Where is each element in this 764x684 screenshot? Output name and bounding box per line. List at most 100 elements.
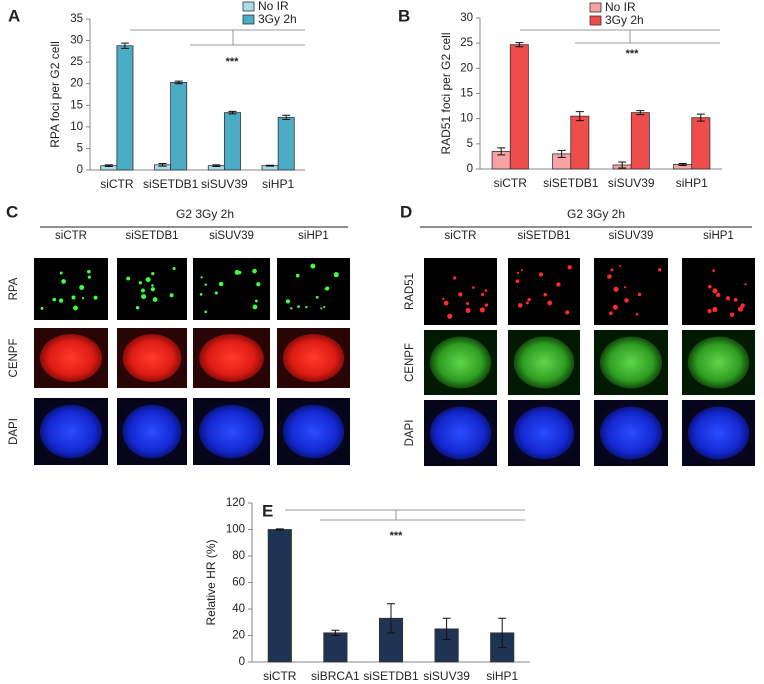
focus	[151, 271, 155, 276]
error-bar	[331, 629, 340, 636]
error-bar	[120, 42, 129, 49]
y-tick-label: 0	[77, 164, 83, 176]
x-tick-label: siHP1	[486, 669, 518, 683]
legend-swatch	[242, 14, 255, 25]
panel-letter: D	[400, 202, 412, 221]
focus	[635, 312, 639, 316]
y-tick-label: 25	[460, 37, 473, 49]
y-axis-label: Relative HR (%)	[204, 539, 218, 625]
focus	[556, 282, 561, 287]
nucleus	[599, 406, 663, 460]
legend-swatch	[242, 1, 255, 12]
error-bar	[442, 617, 451, 640]
nucleus	[122, 404, 182, 459]
nucleus	[282, 334, 345, 382]
column-label: siSUV39	[209, 230, 254, 242]
focus	[333, 272, 339, 278]
focus	[565, 310, 570, 315]
y-tick-label: 15	[460, 88, 473, 100]
focus	[172, 266, 176, 271]
error-bar	[266, 164, 275, 167]
focus	[527, 297, 531, 302]
focus	[204, 310, 208, 314]
focus	[58, 298, 64, 303]
nucleus	[39, 334, 103, 382]
focus	[657, 268, 662, 272]
focus	[295, 273, 300, 278]
focus	[479, 307, 485, 313]
x-tick-label: siHP1	[262, 177, 294, 191]
panel-title: G2 3Gy 2h	[567, 207, 625, 221]
focus	[138, 281, 142, 285]
y-axis-label: RAD51 foci per G2 cell	[439, 32, 453, 154]
focus	[712, 307, 718, 313]
focus	[465, 308, 471, 313]
x-tick-label: siSETDB1	[143, 177, 199, 191]
focus	[297, 305, 300, 308]
focus	[323, 306, 326, 309]
error-bar	[275, 528, 284, 531]
y-tick-label: 20	[70, 78, 83, 90]
x-tick-label: siSETDB1	[363, 669, 419, 683]
bar	[691, 117, 711, 170]
focus	[543, 292, 548, 297]
focus	[73, 305, 78, 311]
focus	[707, 308, 712, 314]
bar	[223, 112, 241, 171]
focus	[315, 295, 319, 299]
y-tick-label: 0	[239, 656, 245, 668]
row-label: CENPF	[8, 339, 20, 378]
y-tick-label: 60	[232, 577, 245, 589]
focus	[126, 276, 131, 281]
focus	[135, 305, 140, 310]
focus	[71, 295, 76, 300]
focus	[324, 287, 327, 290]
x-tick-label: siSUV39	[423, 669, 470, 683]
image-tile	[682, 258, 755, 325]
focus	[252, 268, 257, 274]
focus	[610, 268, 614, 272]
significance-label: ***	[626, 48, 640, 60]
focus	[458, 292, 463, 297]
y-tick-label: 10	[460, 113, 473, 125]
y-tick-label: 25	[70, 56, 83, 68]
legend-label: No IR	[605, 0, 636, 14]
panel-letter: A	[8, 6, 20, 25]
x-tick-label: siSUV39	[201, 177, 248, 191]
error-bar	[498, 617, 507, 648]
focus	[538, 272, 544, 277]
focus	[623, 286, 627, 289]
x-tick-label: siCTR	[100, 177, 134, 191]
nucleus	[199, 334, 264, 382]
bar	[509, 44, 529, 170]
focus	[708, 284, 712, 289]
focus	[204, 283, 207, 286]
significance-label: ***	[390, 530, 404, 542]
panel-letter: C	[6, 202, 18, 221]
error-bar	[282, 114, 291, 121]
image-tile	[424, 258, 497, 325]
focus	[484, 289, 488, 292]
legend-label: 3Gy 2h	[605, 13, 644, 27]
focus	[453, 276, 457, 280]
focus	[712, 269, 715, 273]
focus	[285, 299, 291, 304]
focus	[40, 306, 44, 310]
y-axis-label: RPA foci per G2 cell	[48, 41, 62, 148]
error-bar	[212, 164, 221, 168]
focus	[442, 297, 445, 301]
column-label: siSETDB1	[517, 230, 570, 242]
column-label: siSETDB1	[125, 230, 178, 242]
nucleus	[513, 406, 575, 460]
row-label: DAPI	[8, 418, 20, 445]
focus	[624, 298, 629, 303]
focus	[725, 296, 731, 301]
focus	[525, 301, 529, 305]
focus	[733, 297, 738, 302]
bar	[170, 82, 188, 171]
focus	[93, 295, 98, 300]
focus	[516, 271, 520, 275]
y-tick-label: 30	[460, 12, 473, 24]
error-bar	[158, 163, 167, 167]
